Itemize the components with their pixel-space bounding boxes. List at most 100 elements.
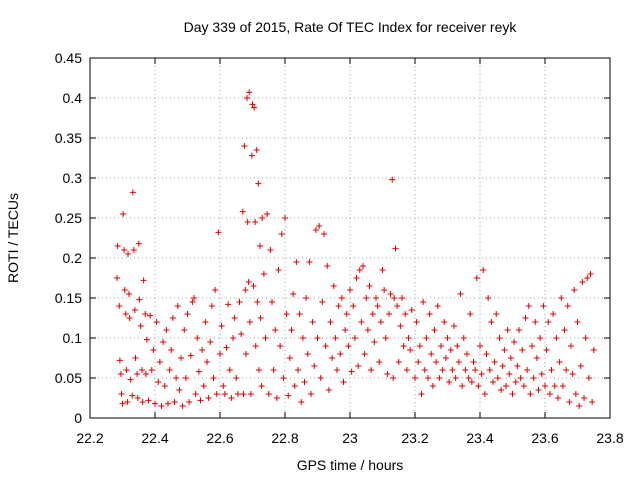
data-point	[256, 367, 262, 373]
data-point	[137, 323, 144, 329]
data-point	[139, 399, 146, 405]
data-point	[244, 219, 251, 225]
data-point	[379, 267, 386, 273]
data-point	[217, 351, 223, 357]
data-point	[429, 383, 436, 389]
data-point	[376, 359, 383, 365]
data-point	[493, 311, 500, 317]
data-point	[262, 335, 269, 341]
data-point	[253, 147, 260, 153]
data-point	[191, 295, 197, 301]
data-point	[368, 367, 375, 373]
data-point	[240, 391, 247, 397]
data-point	[160, 339, 167, 345]
data-point	[122, 311, 129, 317]
data-point	[455, 359, 462, 365]
data-point	[309, 319, 316, 325]
data-point	[304, 351, 311, 357]
data-point	[548, 367, 555, 373]
x-tick-label: 23.2	[401, 430, 428, 446]
data-point	[501, 347, 508, 353]
data-point	[525, 303, 532, 309]
data-point	[555, 395, 561, 401]
data-point	[118, 391, 125, 397]
data-point	[282, 215, 288, 221]
data-point	[145, 397, 152, 404]
data-point	[215, 229, 222, 236]
data-point	[329, 355, 336, 361]
data-point	[327, 319, 334, 325]
data-point	[186, 399, 193, 405]
data-point	[356, 267, 363, 273]
data-point	[470, 359, 477, 365]
data-point	[585, 375, 592, 381]
data-point	[564, 303, 571, 309]
data-point	[546, 391, 553, 397]
data-point	[134, 395, 141, 401]
data-point	[382, 335, 389, 341]
data-point	[561, 327, 568, 333]
data-point	[231, 315, 238, 321]
data-point	[210, 375, 217, 381]
data-point	[558, 295, 565, 301]
data-point	[504, 327, 511, 333]
y-tick-label: 0.35	[55, 130, 82, 146]
data-points	[113, 89, 597, 409]
data-point	[258, 383, 265, 389]
data-point	[353, 275, 360, 281]
data-point	[312, 227, 319, 233]
data-point	[155, 379, 162, 385]
data-point	[220, 383, 227, 389]
data-point	[247, 391, 254, 397]
data-point	[334, 367, 340, 373]
data-point	[165, 400, 171, 407]
data-point	[494, 375, 501, 381]
data-point	[425, 375, 431, 381]
data-point	[161, 383, 168, 389]
data-point	[321, 231, 327, 237]
data-point	[366, 283, 373, 289]
data-point	[486, 367, 493, 373]
data-point	[246, 89, 253, 96]
data-point	[260, 271, 267, 277]
data-point	[499, 363, 506, 369]
data-point	[119, 400, 126, 407]
data-point	[522, 315, 529, 321]
data-point	[132, 355, 139, 361]
data-point	[550, 311, 557, 317]
data-point	[194, 335, 201, 341]
data-point	[208, 303, 215, 309]
data-point	[117, 371, 124, 377]
x-tick-label: 23	[342, 430, 358, 446]
data-point	[369, 311, 376, 317]
data-point	[228, 395, 235, 401]
data-point	[589, 399, 596, 405]
data-point	[116, 357, 123, 364]
data-point	[377, 319, 384, 325]
data-point	[506, 371, 513, 377]
data-point	[174, 303, 181, 309]
data-point	[166, 367, 173, 373]
data-point	[242, 287, 249, 293]
data-point	[483, 351, 490, 357]
data-point	[431, 327, 438, 333]
data-point	[280, 375, 287, 381]
data-point	[407, 347, 414, 353]
data-point	[415, 359, 422, 365]
data-point	[441, 319, 448, 325]
data-point	[158, 403, 165, 409]
data-point	[252, 343, 259, 349]
data-point	[568, 343, 574, 349]
data-point	[540, 303, 547, 309]
data-point	[120, 211, 127, 217]
data-point	[576, 403, 583, 409]
data-point	[496, 335, 503, 341]
data-point	[134, 371, 141, 377]
data-point	[248, 152, 255, 159]
data-point	[233, 375, 240, 381]
data-point	[126, 291, 132, 297]
data-point	[319, 299, 326, 305]
data-point	[257, 315, 264, 321]
data-point	[168, 347, 175, 353]
data-point	[273, 395, 280, 401]
